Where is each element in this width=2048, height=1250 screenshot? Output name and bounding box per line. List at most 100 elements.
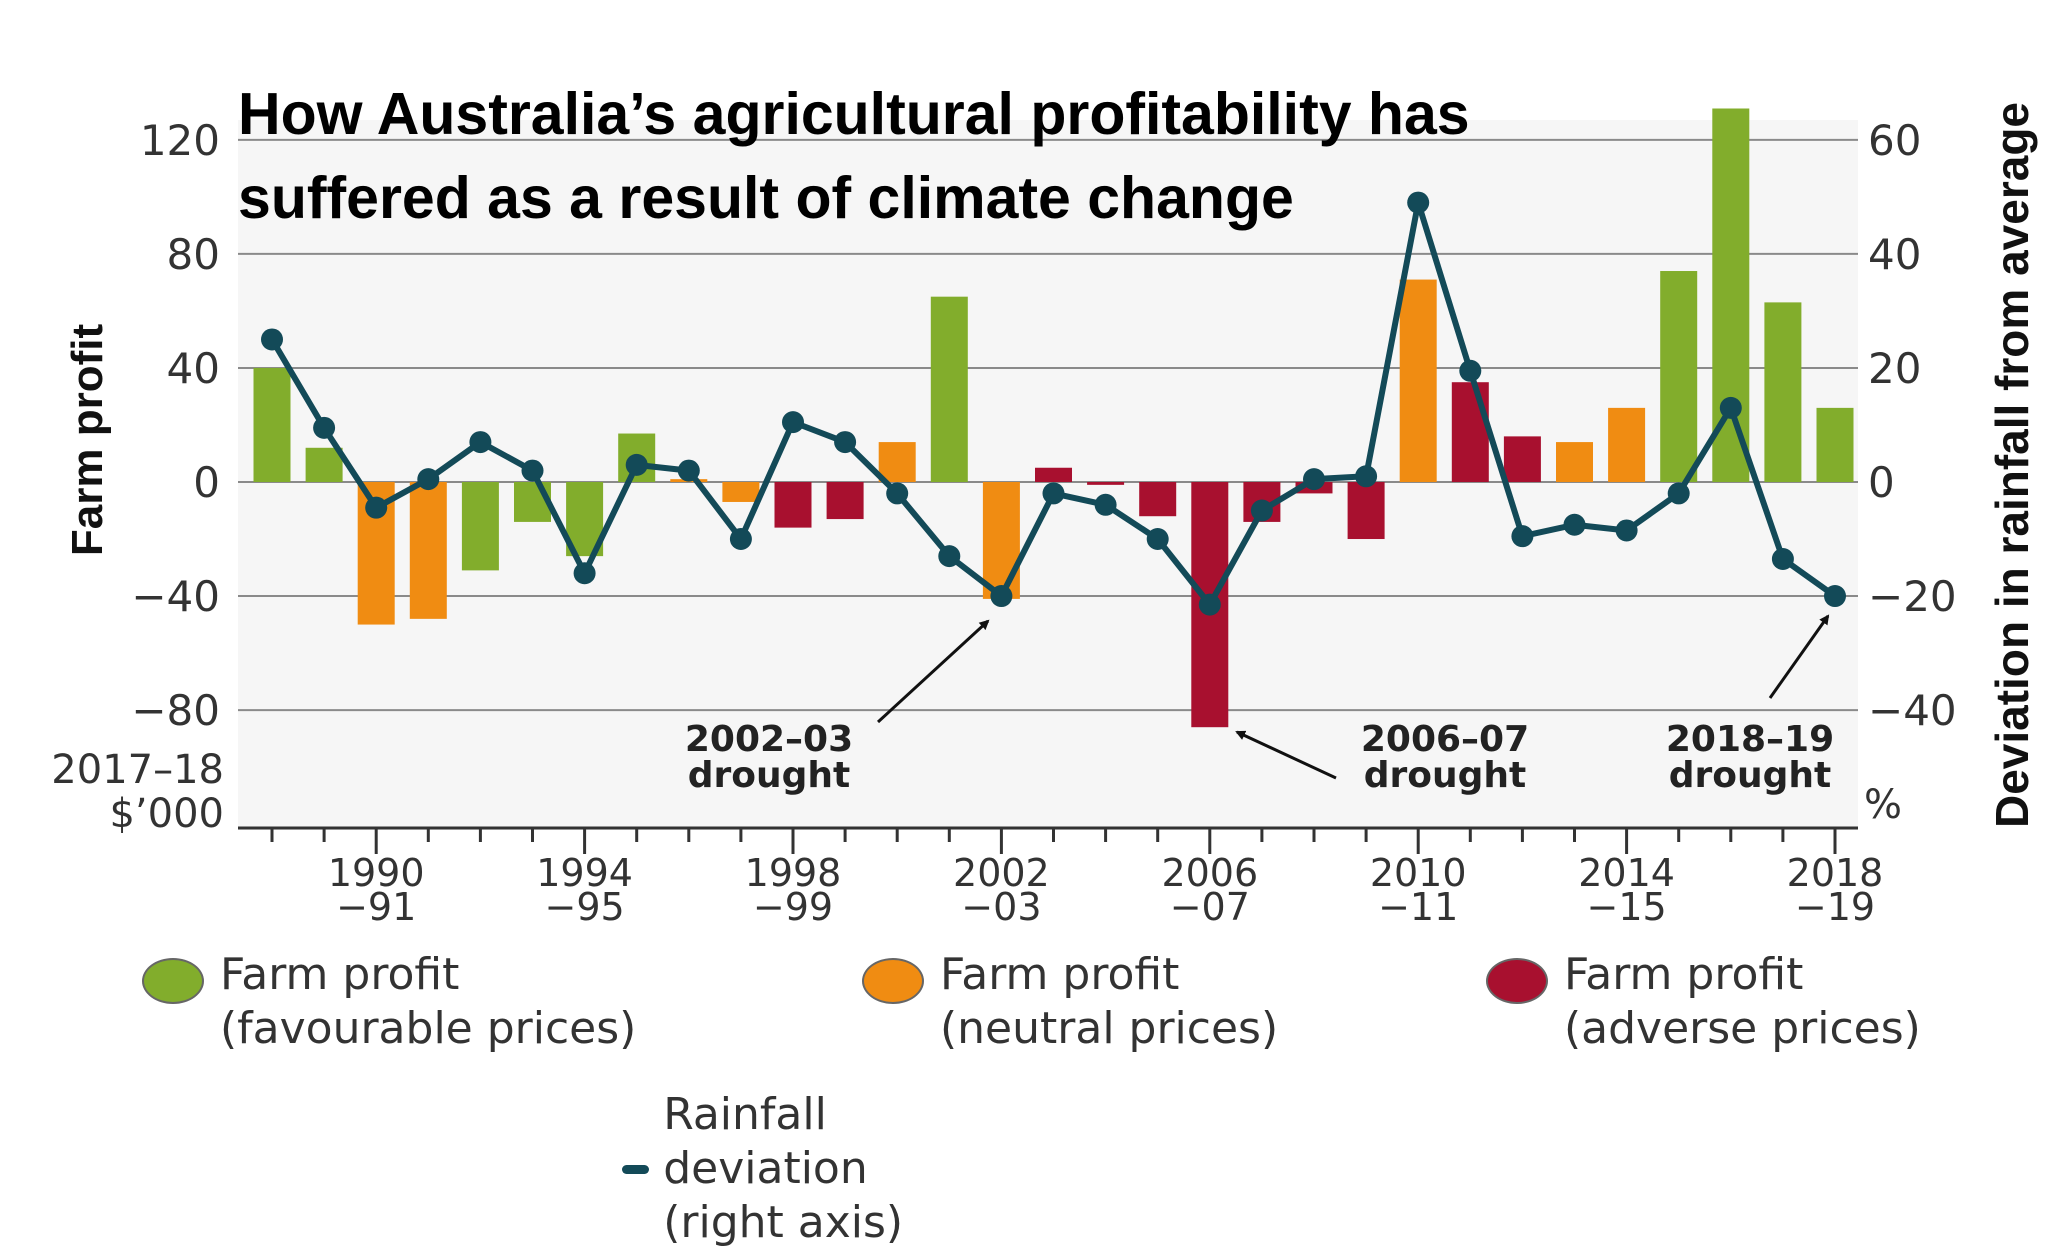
rainfall-point bbox=[521, 459, 544, 482]
x-tick-label: −99 bbox=[753, 885, 833, 929]
legend-item-adverse: Farm profit (adverse prices) bbox=[1486, 948, 1921, 1056]
farm-profit-bar bbox=[1816, 407, 1854, 482]
legend-swatch-rainfall bbox=[622, 1164, 650, 1174]
annotation-label: 2018–19 bbox=[1665, 719, 1835, 760]
rainfall-point bbox=[1198, 593, 1221, 616]
farm-profit-bar bbox=[722, 482, 760, 502]
farm-profit-bar bbox=[1556, 442, 1593, 482]
annotation-label: drought bbox=[1668, 755, 1832, 796]
legend-label: Farm profit bbox=[1564, 949, 1804, 1000]
rainfall-point bbox=[990, 585, 1013, 608]
axes: −80−4004080120−40−2002040601990−911994−9… bbox=[131, 116, 1956, 929]
x-tick-label: −91 bbox=[336, 885, 416, 929]
legend-label: (adverse prices) bbox=[1564, 1003, 1921, 1054]
farm-profit-bar bbox=[826, 482, 864, 520]
rainfall-point bbox=[782, 411, 804, 434]
left-tick-label: 120 bbox=[140, 116, 220, 165]
annotation-label: 2002–03 bbox=[684, 719, 854, 760]
right-axis-title: Deviation in rainfall from average bbox=[1986, 101, 2038, 829]
farm-profit-bar bbox=[409, 482, 447, 619]
x-tick-label: 1990 bbox=[328, 851, 425, 895]
rainfall-point bbox=[313, 416, 336, 439]
legend-text: Farm profit (adverse prices) bbox=[1564, 948, 1921, 1056]
annotation-label: drought bbox=[687, 755, 851, 796]
x-tick-label: −15 bbox=[1586, 885, 1666, 929]
rainfall-series bbox=[261, 191, 1846, 616]
chart-title-line2: suffered as a result of climate change bbox=[238, 165, 1294, 231]
legend-swatch-adverse bbox=[1486, 958, 1548, 1004]
x-tick-label: 2018 bbox=[1787, 851, 1884, 895]
annotation-arrows bbox=[876, 614, 1830, 780]
x-tick-label: −19 bbox=[1795, 885, 1875, 929]
rainfall-point bbox=[1355, 465, 1378, 488]
farm-profit-bar bbox=[253, 367, 291, 482]
left-unit-line2: $’000 bbox=[109, 791, 224, 837]
legend-label: Farm profit bbox=[940, 949, 1180, 1000]
farm-profit-bar bbox=[982, 482, 1020, 599]
right-tick-label: 60 bbox=[1868, 116, 1921, 165]
farm-profit-bar bbox=[930, 296, 968, 482]
right-tick-label: 40 bbox=[1868, 230, 1921, 279]
x-tick-label: 2006 bbox=[1161, 851, 1258, 895]
x-tick-label: −11 bbox=[1378, 885, 1458, 929]
x-tick-label: −95 bbox=[544, 885, 624, 929]
farm-profit-bar bbox=[1608, 407, 1646, 482]
legend-text: Farm profit (neutral prices) bbox=[940, 948, 1278, 1056]
rainfall-point bbox=[1303, 468, 1325, 491]
legend-item-neutral: Farm profit (neutral prices) bbox=[862, 948, 1278, 1056]
legend-label: (neutral prices) bbox=[940, 1003, 1279, 1054]
left-tick-label: −80 bbox=[131, 686, 220, 735]
x-tick-label: 1994 bbox=[536, 851, 633, 895]
farm-profit-bar bbox=[305, 447, 343, 482]
arrow-2002-drought bbox=[876, 619, 990, 724]
left-unit-line1: 2017–18 bbox=[51, 747, 224, 793]
rainfall-point bbox=[1563, 513, 1586, 536]
x-tick-label: 1998 bbox=[745, 851, 842, 895]
rainfall-point bbox=[1667, 482, 1690, 505]
legend-swatch-neutral bbox=[862, 958, 924, 1004]
farm-profit-bar bbox=[1035, 467, 1072, 482]
left-tick-label: 0 bbox=[193, 458, 220, 507]
rainfall-point bbox=[1719, 396, 1742, 419]
rainfall-point bbox=[1511, 525, 1534, 548]
left-tick-label: −40 bbox=[131, 572, 220, 621]
rainfall-point bbox=[1250, 499, 1273, 522]
farm-profit-bar bbox=[1087, 482, 1125, 485]
farm-profit-bar bbox=[878, 442, 916, 482]
rainfall-point bbox=[886, 482, 909, 505]
rainfall-point bbox=[469, 431, 492, 454]
annotation-2018-drought: 2018–19 drought bbox=[1645, 722, 1855, 794]
rainfall-point bbox=[365, 496, 388, 519]
farm-profit-bar bbox=[1660, 271, 1698, 482]
farm-profit-bar bbox=[1399, 279, 1437, 482]
rainfall-point bbox=[573, 562, 596, 585]
rainfall-point bbox=[1615, 519, 1638, 542]
x-tick-label: 2002 bbox=[953, 851, 1050, 895]
chart-canvas: −80−4004080120−40−2002040601990−911994−9… bbox=[131, 108, 1957, 929]
x-tick-label: −03 bbox=[961, 885, 1041, 929]
annotation-label: drought bbox=[1363, 755, 1527, 796]
rainfall-point bbox=[1407, 191, 1430, 214]
legend-item-rainfall: Rainfall deviation (right axis) bbox=[622, 1088, 911, 1250]
left-axis-unit: 2017–18 $’000 bbox=[36, 748, 224, 836]
rainfall-point bbox=[1824, 585, 1846, 608]
rainfall-point bbox=[1042, 482, 1065, 505]
chart-title: How Australia’s agricultural profitabili… bbox=[238, 72, 1470, 240]
rainfall-point bbox=[677, 459, 700, 482]
farm-profit-bar bbox=[461, 482, 499, 571]
legend-label: Rainfall deviation (right axis) bbox=[663, 1089, 904, 1248]
farm-profit-bar bbox=[1139, 482, 1177, 517]
arrow-2018-drought bbox=[1768, 614, 1830, 699]
x-tick-label: 2014 bbox=[1578, 851, 1675, 895]
legend-text: Farm profit (favourable prices) bbox=[220, 948, 636, 1056]
right-tick-label: 20 bbox=[1868, 344, 1921, 393]
farm-profit-bar bbox=[1503, 436, 1541, 482]
right-tick-label: −20 bbox=[1868, 572, 1957, 621]
legend-label: (favourable prices) bbox=[220, 1003, 637, 1054]
chart-title-line1: How Australia’s agricultural profitabili… bbox=[238, 81, 1470, 147]
legend-label: Farm profit bbox=[220, 949, 460, 1000]
rainfall-point bbox=[261, 328, 283, 351]
annotation-label: 2006–07 bbox=[1360, 719, 1530, 760]
right-tick-label: −40 bbox=[1868, 686, 1957, 735]
farm-profit-bar bbox=[1764, 302, 1802, 482]
